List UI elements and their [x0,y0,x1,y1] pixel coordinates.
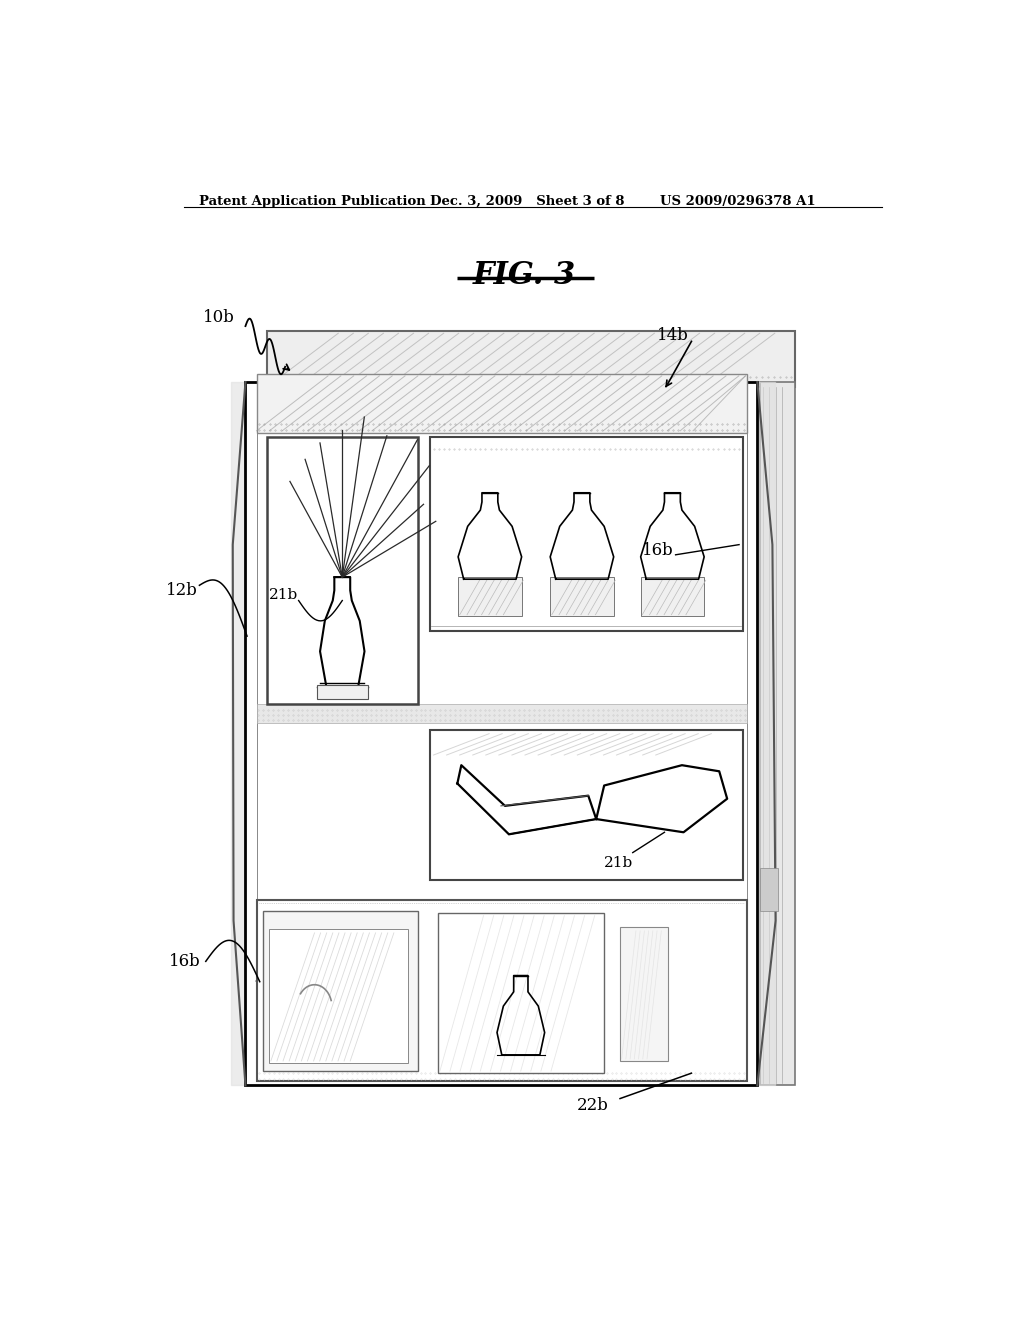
Bar [267,331,795,387]
Bar [761,867,778,911]
Bar [430,437,743,631]
Text: Dec. 3, 2009   Sheet 3 of 8: Dec. 3, 2009 Sheet 3 of 8 [430,195,624,209]
Bar [267,437,418,704]
Text: 22b: 22b [577,1097,608,1114]
Text: FIG. 3: FIG. 3 [473,260,577,290]
Bar [246,381,758,1085]
Bar [269,929,409,1063]
Bar [437,912,604,1073]
Bar [257,374,748,433]
Bar [620,927,668,1061]
Bar [257,900,748,1081]
Bar [550,577,613,616]
Text: 21b: 21b [604,855,634,870]
Text: Patent Application Publication: Patent Application Publication [200,195,426,209]
Bar [430,730,743,880]
Bar [257,704,748,722]
Text: US 2009/0296378 A1: US 2009/0296378 A1 [659,195,815,209]
Text: 12b: 12b [166,582,198,599]
Bar [316,685,368,700]
Text: 10b: 10b [204,309,236,326]
Bar [641,577,705,616]
Text: 16b: 16b [642,543,674,560]
Text: 16b: 16b [169,953,201,970]
Bar [458,577,521,616]
Text: 21b: 21b [269,589,299,602]
Bar [263,911,418,1071]
Text: 14b: 14b [657,327,689,343]
Bar [761,381,795,1085]
